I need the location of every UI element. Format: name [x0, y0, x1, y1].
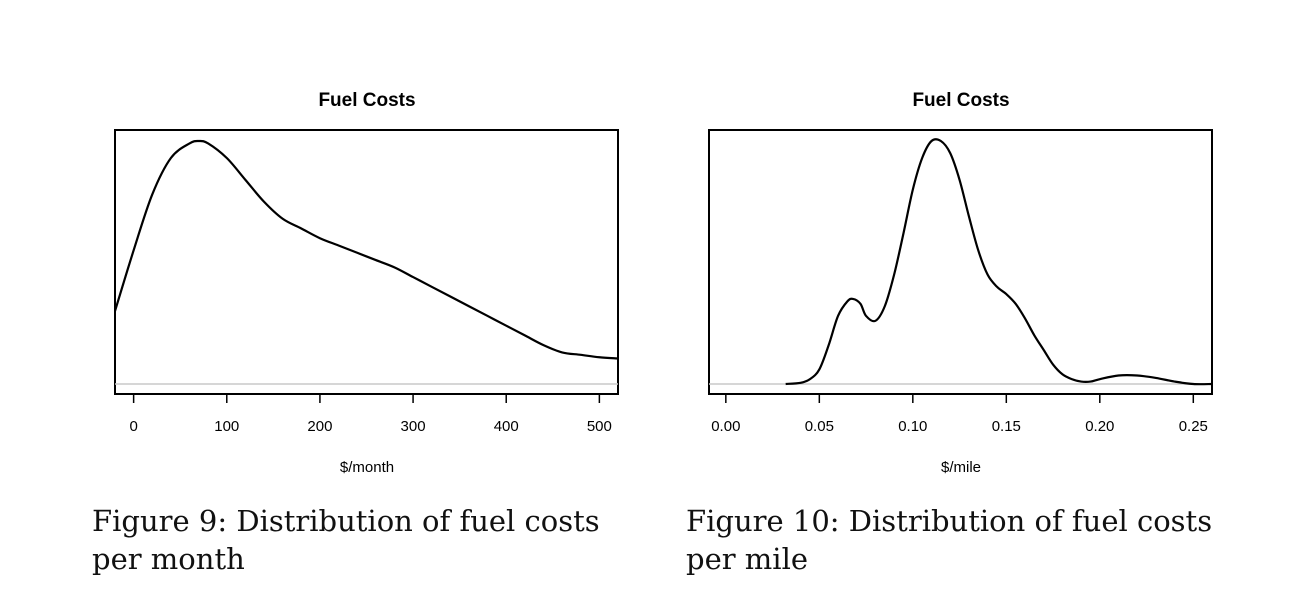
- plot-box: [708, 129, 1213, 395]
- x-tick-label: 0.25: [1179, 418, 1208, 435]
- figure-9: Fuel Costs 0 100 200 300 400 500 $/month Figu…: [0, 0, 620, 598]
- figure-caption: Figure 9: Distribution of fuel costs per…: [92, 504, 600, 576]
- density-line: [113, 139, 619, 360]
- chart-fuel-costs-mile: Fuel Costs 0.00 0.05 0.10 0.15 0.20 0.25 $/mi…: [708, 90, 1213, 476]
- x-tick-label: 300: [401, 418, 426, 435]
- chart-title: Fuel Costs: [912, 90, 1009, 111]
- x-tick-label: 0.10: [898, 418, 927, 435]
- x-axis: 0.00 0.05 0.10 0.15 0.20 0.25: [711, 393, 1208, 435]
- x-tick-label: 0.00: [711, 418, 740, 435]
- x-tick-label: 0.15: [992, 418, 1021, 435]
- x-tick-label: 400: [494, 418, 519, 435]
- x-tick-label: 200: [307, 418, 332, 435]
- x-tick-label: 0.05: [805, 418, 834, 435]
- x-tick-label: 0.20: [1085, 418, 1114, 435]
- x-tick-label: 500: [587, 418, 612, 435]
- chart-title: Fuel Costs: [318, 90, 415, 111]
- x-tick-label: 0: [129, 418, 137, 435]
- plot-box: [114, 129, 619, 395]
- chart-fuel-costs-month: Fuel Costs 0 100 200 300 400 500 $/month: [113, 90, 619, 476]
- x-axis: 0 100 200 300 400 500: [129, 393, 612, 435]
- figure-caption: Figure 10: Distribution of fuel costs pe…: [686, 504, 1213, 576]
- figure-10: Fuel Costs 0.00 0.05 0.10 0.15 0.20 0.25 $/mi…: [594, 0, 1214, 598]
- x-tick-label: 100: [214, 418, 239, 435]
- x-axis-label: $/mile: [941, 459, 981, 476]
- density-line: [785, 138, 1213, 386]
- x-axis-label: $/month: [340, 459, 394, 476]
